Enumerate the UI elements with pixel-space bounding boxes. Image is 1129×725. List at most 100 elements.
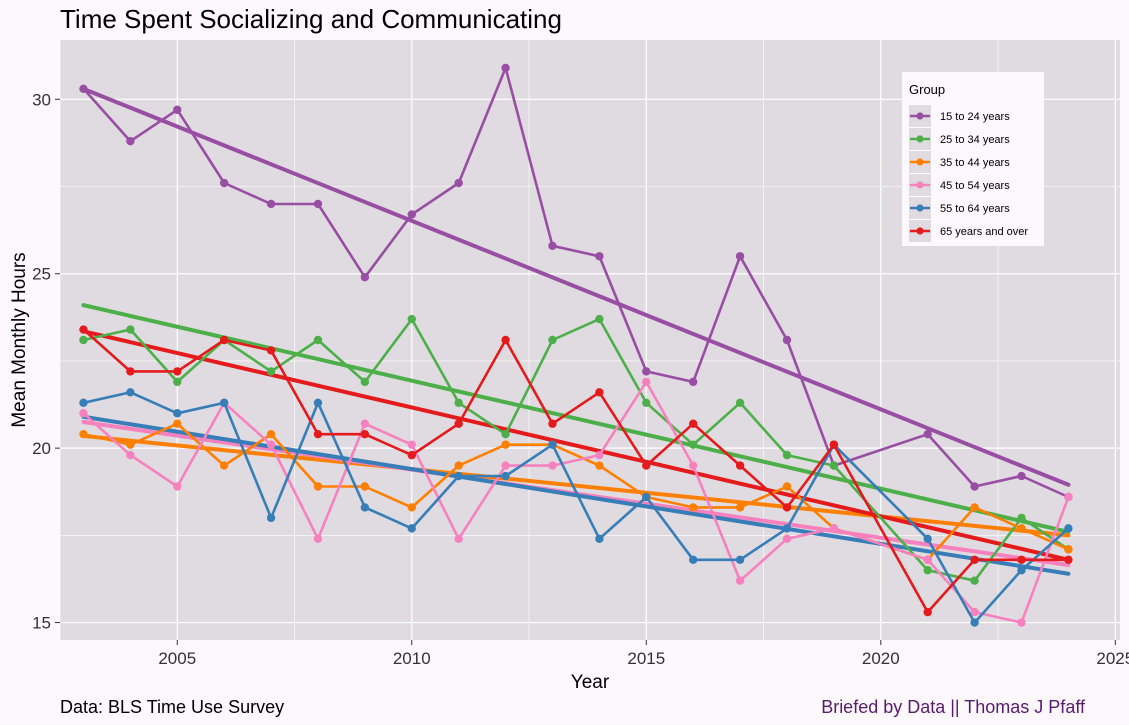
data-source-note: Data: BLS Time Use Survey xyxy=(60,697,285,717)
y-axis-title: Mean Monthly Hours xyxy=(9,252,30,427)
y-tick-label: 15 xyxy=(32,614,51,633)
data-point xyxy=(219,335,229,345)
data-point xyxy=(313,429,323,439)
data-point xyxy=(642,461,651,470)
data-point xyxy=(407,314,416,324)
data-point xyxy=(126,388,135,397)
data-point xyxy=(501,440,510,449)
data-point xyxy=(407,440,416,449)
data-point xyxy=(1017,513,1026,523)
trend-line xyxy=(81,329,1071,562)
data-point xyxy=(360,419,370,428)
legend-label: 25 to 34 years xyxy=(940,134,1010,146)
data-point xyxy=(782,503,792,512)
legend-key-marker xyxy=(916,158,924,166)
data-point xyxy=(173,367,182,376)
data-point xyxy=(79,429,88,439)
data-point xyxy=(360,429,370,439)
data-point xyxy=(266,367,276,376)
data-point xyxy=(501,63,510,73)
data-point xyxy=(970,607,979,617)
data-point xyxy=(407,450,416,460)
data-point xyxy=(360,377,370,387)
data-point xyxy=(454,471,463,481)
data-point xyxy=(642,492,651,502)
data-point xyxy=(1064,545,1073,554)
data-point xyxy=(173,377,182,387)
x-tick-label: 2015 xyxy=(627,649,665,668)
data-point xyxy=(642,367,651,376)
data-point xyxy=(595,388,604,397)
data-point xyxy=(501,471,510,481)
data-point xyxy=(313,482,323,491)
legend: Group 15 to 24 years 25 to 34 years 35 to … xyxy=(902,72,1044,246)
data-point xyxy=(79,409,88,418)
data-point xyxy=(173,409,182,418)
data-series xyxy=(79,63,1073,627)
data-point xyxy=(313,398,323,407)
data-point xyxy=(970,618,979,627)
data-point xyxy=(313,199,323,209)
author-credit: Briefed by Data || Thomas J Pfaff xyxy=(821,697,1085,717)
legend-key-marker xyxy=(916,112,924,120)
data-point xyxy=(173,482,182,491)
legend-key-marker xyxy=(916,181,924,189)
data-point xyxy=(688,503,698,512)
data-point xyxy=(454,534,463,544)
data-point xyxy=(360,273,370,282)
data-point xyxy=(454,419,463,428)
data-point xyxy=(407,524,416,533)
series-group xyxy=(79,325,1073,617)
data-point xyxy=(126,325,135,334)
legend-key-marker xyxy=(916,227,924,235)
data-point xyxy=(548,241,557,251)
data-point xyxy=(923,566,932,575)
data-point xyxy=(548,461,557,470)
trend-line xyxy=(81,414,1071,576)
data-point xyxy=(79,335,88,345)
data-point xyxy=(595,450,604,460)
legend-label: 45 to 54 years xyxy=(940,180,1010,192)
legend-label: 15 to 24 years xyxy=(940,111,1010,123)
legend-key-marker xyxy=(916,135,924,143)
data-point xyxy=(829,440,839,449)
data-point xyxy=(1017,524,1026,533)
data-point xyxy=(970,482,979,491)
data-point xyxy=(923,555,932,564)
data-point xyxy=(548,335,557,345)
data-point xyxy=(126,440,135,449)
series-group xyxy=(79,63,1073,502)
data-point xyxy=(79,84,88,94)
data-point xyxy=(126,367,135,376)
data-point xyxy=(454,461,463,470)
data-point xyxy=(407,210,416,219)
data-point xyxy=(782,450,792,460)
data-point xyxy=(642,377,651,387)
data-point xyxy=(970,555,979,564)
data-point xyxy=(548,419,557,428)
data-point xyxy=(688,461,698,470)
series-group xyxy=(79,314,1073,585)
data-point xyxy=(173,105,182,114)
data-point xyxy=(735,398,745,407)
data-point xyxy=(266,199,276,209)
data-point xyxy=(595,534,604,544)
data-point xyxy=(219,461,229,470)
data-point xyxy=(1017,618,1026,627)
data-point xyxy=(1064,524,1073,533)
legend-title: Group xyxy=(909,82,945,97)
data-point xyxy=(1064,555,1073,564)
trend-line xyxy=(81,86,1071,487)
series-group xyxy=(79,388,1073,627)
data-point xyxy=(688,377,698,387)
data-point xyxy=(126,136,135,146)
data-point xyxy=(970,503,979,512)
data-point xyxy=(266,513,276,523)
data-point xyxy=(735,252,745,261)
data-point xyxy=(970,576,979,585)
data-point xyxy=(126,450,135,460)
data-point xyxy=(501,461,510,470)
data-point xyxy=(688,440,698,449)
data-point xyxy=(501,335,510,345)
